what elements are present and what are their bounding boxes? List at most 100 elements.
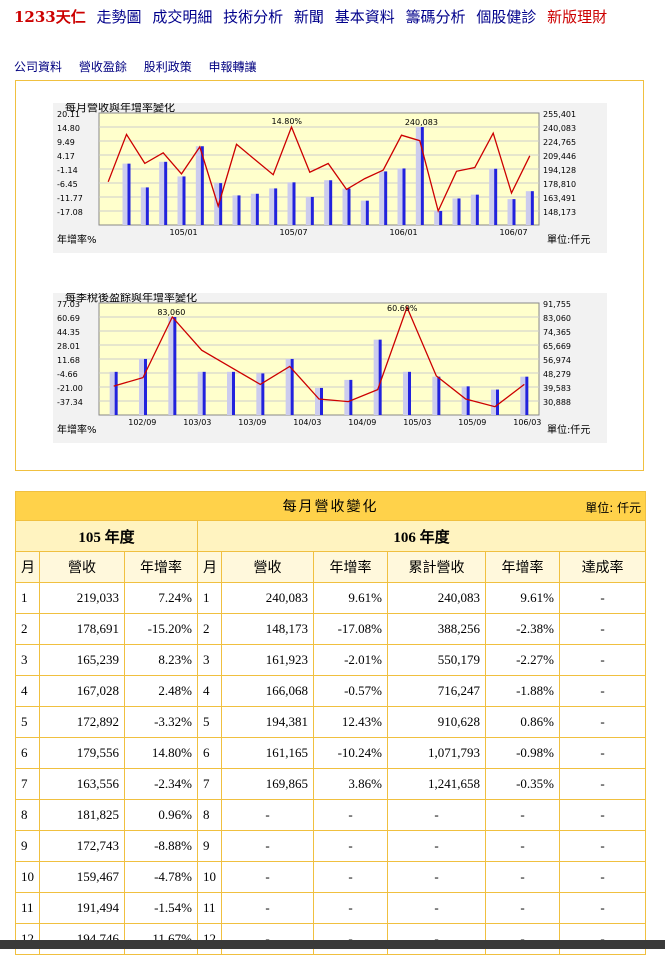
bar [403, 371, 408, 415]
x-tick-label: 104/09 [348, 418, 376, 427]
right-tick-label: 194,128 [543, 166, 576, 175]
table-cell: 0.86% [485, 706, 560, 738]
table-cell: - [387, 799, 486, 831]
table-cell: 14.80% [124, 737, 198, 769]
table-cell: 191,494 [39, 892, 125, 924]
bar-shadow [261, 373, 265, 415]
nav-link-chips[interactable]: 籌碼分析 [405, 8, 466, 26]
table-cell: 4 [197, 675, 222, 707]
left-tick-label: 20.11 [57, 110, 80, 119]
bar-shadow [114, 371, 118, 415]
nav-link-news[interactable]: 新聞 [293, 8, 324, 26]
column-header-row: 月營收 年增率月營收 年增率 累計營收 年增率 達成率 [15, 551, 647, 583]
subnav-transfer[interactable]: 申報轉讓 [208, 60, 257, 74]
bar [305, 196, 311, 225]
stock-name[interactable]: 1233天仁 [14, 8, 86, 26]
table-cell: 2 [197, 613, 222, 645]
table-cell: -1.88% [485, 675, 560, 707]
bar [373, 339, 379, 415]
max-value-label: 83,060 [157, 308, 185, 317]
bar [324, 180, 330, 225]
monthly-revenue-chart: 每月營收與年增率變化 20.11 255,401 14.80 240,083 9.49 22… [53, 103, 607, 253]
right-tick-label: 209,446 [543, 152, 576, 161]
x-tick-label: 106/01 [390, 228, 418, 237]
table-cell: - [313, 799, 388, 831]
table-cell: - [558, 613, 647, 645]
right-tick-label: 91,755 [543, 300, 571, 309]
right-tick-label: 240,083 [543, 124, 576, 133]
left-tick-label: 44.35 [57, 328, 80, 337]
left-tick-label: -37.34 [57, 398, 83, 407]
table-cell: - [558, 675, 647, 707]
table-cell: - [387, 830, 486, 862]
x-tick-label: 103/09 [238, 418, 266, 427]
table-title-cell: 每月營收變化 單位: 仟元 [14, 491, 647, 521]
table-cell: - [485, 799, 560, 831]
table-row: 11 191,494 -1.54% 11- - - - - [15, 892, 647, 924]
table-cell: 1,241,658 [387, 768, 486, 800]
bar-shadow [232, 371, 235, 415]
left-axis-label: 年增率% [57, 233, 97, 246]
bar-shadow [144, 358, 147, 415]
bar [520, 376, 526, 415]
bar-shadow [173, 316, 177, 415]
table-cell: - [485, 861, 560, 893]
column-header: 年增率 [313, 551, 388, 583]
bar [139, 358, 144, 415]
subnav-dividend[interactable]: 股利政策 [143, 60, 192, 74]
table-cell: 194,746 [39, 923, 125, 955]
sub-nav: 公司資料 營收盈餘 股利政策 申報轉讓 [14, 58, 270, 75]
left-axis-label: 年增率% [57, 423, 97, 436]
nav-link-trades[interactable]: 成交明細 [152, 8, 213, 26]
table-cell: - [558, 644, 647, 676]
column-header: 年增率 [485, 551, 560, 583]
left-tick-label: 11.68 [57, 356, 80, 365]
nav-link-diagnosis[interactable]: 個股健診 [476, 8, 537, 26]
table-row: 7 163,556 -2.34% 7 169,865 3.86% 1,241,658 -0.3… [15, 768, 647, 800]
table-row: 9 172,743 -8.88% 9- - - - - [15, 830, 647, 862]
table-cell: 9 [197, 830, 222, 862]
yoy-annotation: 60.69% [387, 304, 418, 313]
bar-shadow [219, 183, 223, 225]
bar-shadow [530, 191, 534, 225]
subnav-revenue[interactable]: 營收盈餘 [78, 60, 127, 74]
nav-link-basic[interactable]: 基本資料 [334, 8, 395, 26]
table-cell: -0.98% [485, 737, 560, 769]
bar [360, 200, 366, 225]
right-tick-label: 163,491 [543, 194, 576, 203]
bar-shadow [378, 339, 382, 415]
table-row: 4 167,028 2.48% 4 166,068 -0.57% 716,247 -1.88%… [15, 675, 647, 707]
bar-shadow [202, 371, 206, 415]
table-cell: 181,825 [39, 799, 125, 831]
bar [342, 188, 348, 225]
bar [452, 198, 458, 225]
table-cell: 9.61% [313, 582, 388, 614]
bar [227, 371, 232, 415]
right-tick-label: 65,669 [543, 342, 571, 351]
bar-shadow [439, 211, 443, 225]
bar [287, 182, 293, 225]
column-header: 達成率 [558, 551, 647, 583]
table-cell: -3.32% [124, 706, 198, 738]
table-cell: 148,173 [221, 613, 314, 645]
table-cell: 178,691 [39, 613, 125, 645]
bar-shadow [496, 389, 499, 415]
table-cell: - [558, 737, 647, 769]
table-cell: 7 [197, 768, 222, 800]
max-value-label: 240,083 [405, 118, 438, 127]
nav-link-new-finance[interactable]: 新版理財 [547, 8, 608, 26]
table-cell: 0.96% [124, 799, 198, 831]
table-cell: 3 [197, 644, 222, 676]
nav-link-trend[interactable]: 走勢圖 [96, 8, 142, 26]
table-cell: 165,239 [39, 644, 125, 676]
x-tick-label: 104/03 [293, 418, 321, 427]
subnav-company[interactable]: 公司資料 [14, 60, 63, 74]
nav-link-technical[interactable]: 技術分析 [223, 8, 284, 26]
chart-panel: 每月營收與年增率變化 20.11 255,401 14.80 240,083 9.49 22… [15, 80, 644, 471]
table-row: 10 159,467 -4.78% 10- - - - - [15, 861, 647, 893]
table-cell: 161,923 [221, 644, 314, 676]
table-cell: - [387, 861, 486, 893]
table-cell: 166,068 [221, 675, 314, 707]
x-tick-label: 105/09 [458, 418, 486, 427]
table-cell: 194,381 [221, 706, 314, 738]
